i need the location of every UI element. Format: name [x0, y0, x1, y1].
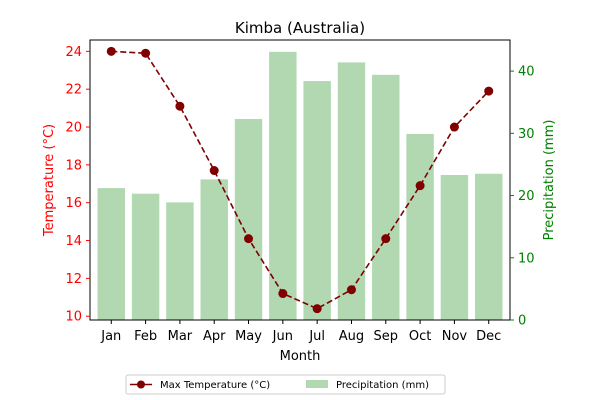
- legend-line-marker: [137, 380, 145, 389]
- precipitation-bar-apr: [200, 179, 228, 320]
- y-left-tick-label-22: 22: [65, 83, 82, 98]
- legend-bar-swatch: [306, 380, 328, 388]
- legend-box: [125, 374, 446, 395]
- x-tick-label-dec: Dec: [476, 329, 501, 344]
- x-tick-label-jan: Jan: [100, 329, 121, 344]
- temperature-point-feb: [141, 48, 151, 58]
- precipitation-bar-jun: [269, 51, 297, 320]
- temperature-point-jun: [278, 289, 288, 299]
- y-left-tick-label-20: 20: [65, 121, 82, 136]
- precipitation-bar-jul: [303, 81, 331, 320]
- x-axis: Jan Feb Mar Apr May Jun Jul Aug Sep Oct Nov Dec: [100, 320, 501, 344]
- precipitation-bar-sep: [372, 74, 400, 320]
- temperature-point-oct: [415, 181, 425, 191]
- x-tick-label-feb: Feb: [134, 329, 157, 344]
- y-left-tick-label-16: 16: [65, 196, 82, 211]
- precipitation-bar-dec: [475, 173, 503, 320]
- plot-frame: [89, 39, 511, 321]
- y-left-tick-label-10: 10: [65, 310, 82, 325]
- y-axis-left: 10 12 14 16 18 20 22 24: [65, 45, 90, 325]
- precipitation-bar-mar: [166, 202, 194, 320]
- precipitation-bar-feb: [131, 193, 160, 320]
- temperature-point-nov: [449, 122, 459, 132]
- y-right-tick-label-30: 30: [518, 127, 535, 142]
- y-right-tick-label-40: 40: [518, 65, 535, 80]
- y-left-tick-label-12: 12: [65, 272, 82, 287]
- temperature-point-apr: [209, 166, 219, 176]
- temperature-point-aug: [346, 285, 356, 295]
- x-tick-label-sep: Sep: [374, 329, 399, 344]
- legend-label-temperature: Max Temperature (°C): [160, 380, 270, 391]
- legend-label-precipitation: Precipitation (mm): [336, 380, 429, 391]
- temperature-point-jan: [106, 46, 116, 56]
- y-right-tick-label-0: 0: [518, 314, 526, 329]
- x-tick-label-jul: Jul: [308, 329, 325, 344]
- y-right-tick-label-10: 10: [518, 251, 535, 266]
- bars-layer: [97, 51, 503, 321]
- chart-title: Kimba (Australia): [235, 19, 365, 37]
- precipitation-bar-aug: [337, 62, 366, 321]
- y-left-tick-label-18: 18: [65, 158, 82, 173]
- x-tick-label-jun: Jun: [272, 329, 293, 344]
- x-tick-label-may: May: [235, 329, 262, 344]
- y-left-tick-label-14: 14: [65, 234, 82, 249]
- temperature-point-may: [244, 234, 254, 244]
- precipitation-bar-jan: [97, 188, 125, 320]
- y-axis-left-title: Temperature (°C): [42, 124, 57, 237]
- temperature-point-sep: [381, 234, 391, 244]
- y-axis-right: 0 10 20 30 40: [510, 65, 535, 329]
- temperature-line: [111, 50, 490, 310]
- precipitation-bar-nov: [440, 175, 469, 320]
- x-tick-label-mar: Mar: [168, 329, 193, 344]
- line-layer: [106, 46, 494, 314]
- temperature-point-jul: [312, 304, 322, 314]
- x-tick-label-apr: Apr: [203, 329, 226, 344]
- precipitation-bar-oct: [406, 133, 434, 320]
- x-tick-label-oct: Oct: [409, 329, 431, 344]
- x-axis-title: Month: [280, 349, 321, 364]
- y-right-tick-label-20: 20: [518, 189, 535, 204]
- temperature-point-dec: [484, 86, 494, 96]
- x-tick-label-nov: Nov: [442, 329, 468, 344]
- y-axis-right-title: Precipitation (mm): [542, 120, 557, 241]
- y-left-tick-label-24: 24: [65, 45, 82, 60]
- temperature-point-mar: [175, 101, 185, 111]
- legend: Max Temperature (°C) Precipitation (mm): [125, 374, 446, 395]
- x-tick-label-aug: Aug: [339, 329, 364, 344]
